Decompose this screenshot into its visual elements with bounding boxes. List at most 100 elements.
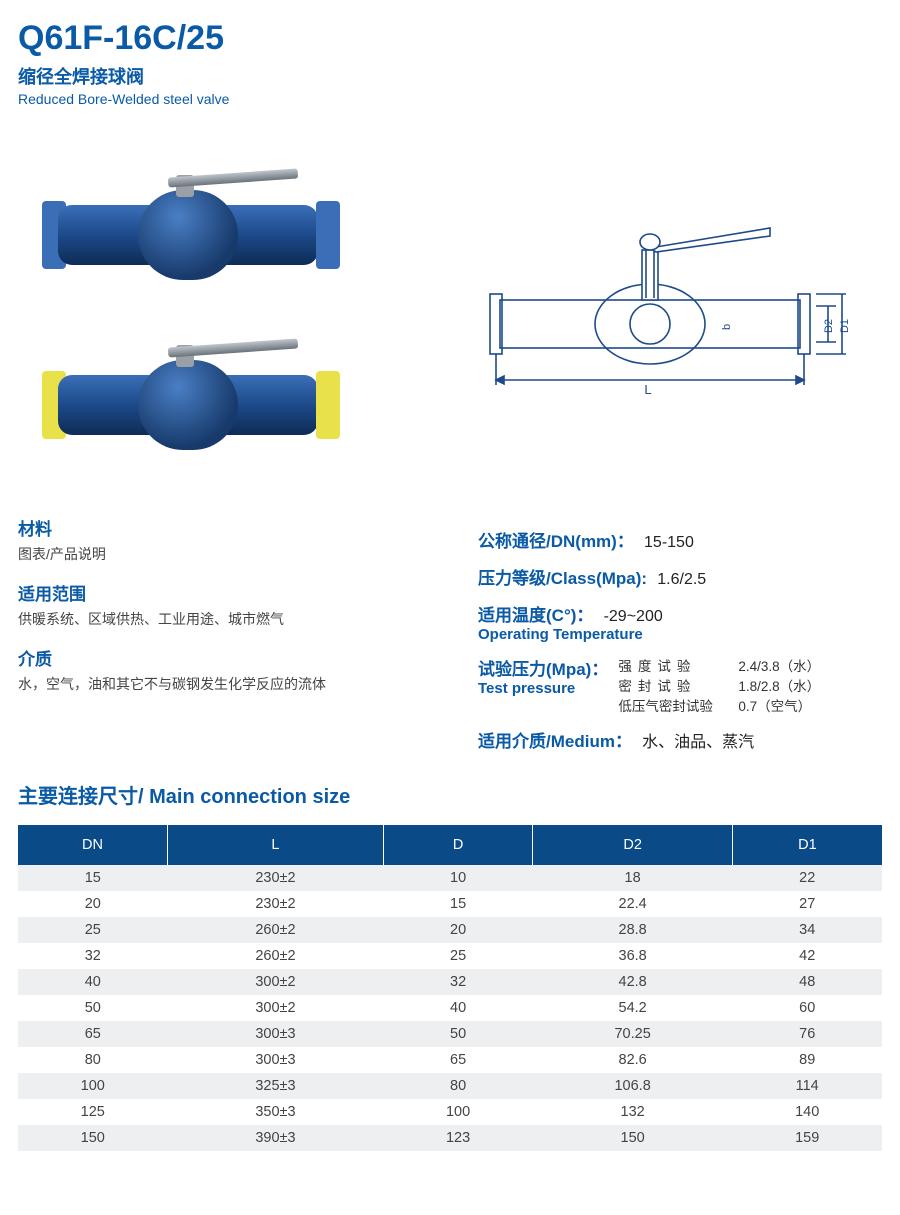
test-pressure-label: 试验压力(Mpa)： Test pressure <box>478 655 608 697</box>
specs-right: 公称通径/DN(mm)： 15-150 压力等级/Class(Mpa): 1.6… <box>478 515 882 752</box>
table-cell: 300±2 <box>168 969 384 995</box>
table-cell: 300±3 <box>168 1047 384 1073</box>
test-pressure-grid: 强度试验2.4/3.8（水）密封试验1.8/2.8（水）低压气密封试验0.7（空… <box>618 655 820 715</box>
table-row: 150390±3123150159 <box>18 1125 882 1151</box>
table-cell: 20 <box>18 891 168 917</box>
material-label: 材料 <box>18 515 448 540</box>
temp-value: -29~200 <box>604 608 663 625</box>
dn-line: 公称通径/DN(mm)： 15-150 <box>478 527 882 552</box>
table-cell: 42 <box>732 943 882 969</box>
temp-label-cn: 适用温度(C°)： <box>478 606 593 625</box>
test-row-value: 2.4/3.8（水） <box>738 655 820 675</box>
table-cell: 106.8 <box>533 1073 733 1099</box>
images-row: L D2 D1 b <box>18 135 882 475</box>
class-value: 1.6/2.5 <box>657 571 706 588</box>
medium-text: 水，空气，油和其它不与碳钢发生化学反应的流体 <box>18 674 448 694</box>
scope-text: 供暖系统、区域供热、工业用途、城市燃气 <box>18 609 448 629</box>
table-cell: 300±3 <box>168 1021 384 1047</box>
valve-lever <box>168 169 298 188</box>
table-cell: 159 <box>732 1125 882 1151</box>
table-cell: 40 <box>18 969 168 995</box>
table-cell: 48 <box>732 969 882 995</box>
table-cell: 350±3 <box>168 1099 384 1125</box>
diagram-label-D1: D1 <box>839 319 850 333</box>
table-header-cell: D2 <box>533 825 733 865</box>
table-row: 32260±22536.842 <box>18 943 882 969</box>
table-body: 15230±210182220230±21522.42725260±22028.… <box>18 865 882 1151</box>
connection-size-table: DNLDD2D1 15230±210182220230±21522.427252… <box>18 825 882 1151</box>
diagram-label-D2: D2 <box>823 319 835 333</box>
table-row: 20230±21522.427 <box>18 891 882 917</box>
table-cell: 150 <box>533 1125 733 1151</box>
table-cell: 60 <box>732 995 882 1021</box>
table-cell: 114 <box>732 1073 882 1099</box>
test-row: 密封试验1.8/2.8（水） <box>618 675 820 695</box>
technical-diagram: L D2 D1 b <box>438 135 882 475</box>
table-cell: 230±2 <box>168 865 384 891</box>
valve-photo-1 <box>18 135 398 285</box>
table-cell: 32 <box>383 969 533 995</box>
table-cell: 150 <box>18 1125 168 1151</box>
table-cell: 36.8 <box>533 943 733 969</box>
table-row: 25260±22028.834 <box>18 917 882 943</box>
table-cell: 80 <box>383 1073 533 1099</box>
table-cell: 65 <box>18 1021 168 1047</box>
table-header-cell: D <box>383 825 533 865</box>
table-cell: 42.8 <box>533 969 733 995</box>
dn-label: 公称通径/DN(mm)： <box>478 532 634 551</box>
test-label-en: Test pressure <box>478 680 608 697</box>
table-cell: 325±3 <box>168 1073 384 1099</box>
table-row: 100325±380106.8114 <box>18 1073 882 1099</box>
table-row: 125350±3100132140 <box>18 1099 882 1125</box>
table-cell: 260±2 <box>168 943 384 969</box>
valve-end-right <box>316 201 340 269</box>
table-cell: 27 <box>732 891 882 917</box>
table-cell: 15 <box>18 865 168 891</box>
table-cell: 54.2 <box>533 995 733 1021</box>
table-cell: 123 <box>383 1125 533 1151</box>
specs-row: 材料 图表/产品说明 适用范围 供暖系统、区域供热、工业用途、城市燃气 介质 水… <box>18 515 882 752</box>
table-cell: 76 <box>732 1021 882 1047</box>
table-cell: 65 <box>383 1047 533 1073</box>
table-row: 50300±24054.260 <box>18 995 882 1021</box>
table-head: DNLDD2D1 <box>18 825 882 865</box>
table-cell: 50 <box>383 1021 533 1047</box>
test-row-value: 0.7（空气） <box>738 695 811 715</box>
table-header-cell: D1 <box>732 825 882 865</box>
table-cell: 132 <box>533 1099 733 1125</box>
test-pressure-block: 试验压力(Mpa)： Test pressure 强度试验2.4/3.8（水）密… <box>478 655 882 715</box>
table-cell: 300±2 <box>168 995 384 1021</box>
table-cell: 125 <box>18 1099 168 1125</box>
class-line: 压力等级/Class(Mpa): 1.6/2.5 <box>478 564 882 589</box>
table-cell: 22.4 <box>533 891 733 917</box>
temp-line: 适用温度(C°)： -29~200 Operating Temperature <box>478 601 882 643</box>
test-row-label: 强度试验 <box>618 655 738 675</box>
table-cell: 80 <box>18 1047 168 1073</box>
product-code: Q61F-16C/25 <box>18 20 882 57</box>
test-row: 强度试验2.4/3.8（水） <box>618 655 820 675</box>
table-cell: 390±3 <box>168 1125 384 1151</box>
table-cell: 15 <box>383 891 533 917</box>
table-cell: 25 <box>383 943 533 969</box>
dn-value: 15-150 <box>644 534 694 551</box>
valve-bulge <box>138 190 238 280</box>
table-cell: 89 <box>732 1047 882 1073</box>
table-row: 15230±2101822 <box>18 865 882 891</box>
temp-label-en: Operating Temperature <box>478 626 882 643</box>
table-cell: 32 <box>18 943 168 969</box>
table-section-title: 主要连接尺寸/ Main connection size <box>18 780 882 809</box>
material-text: 图表/产品说明 <box>18 544 448 564</box>
table-cell: 28.8 <box>533 917 733 943</box>
table-cell: 70.25 <box>533 1021 733 1047</box>
table-cell: 230±2 <box>168 891 384 917</box>
medium2-value: 水、油品、蒸汽 <box>642 734 754 751</box>
table-cell: 25 <box>18 917 168 943</box>
table-header-cell: L <box>168 825 384 865</box>
medium-label: 介质 <box>18 645 448 670</box>
test-row-label: 密封试验 <box>618 675 738 695</box>
test-row-value: 1.8/2.8（水） <box>738 675 820 695</box>
table-cell: 18 <box>533 865 733 891</box>
valve-end-right <box>316 371 340 439</box>
valve-bulge <box>138 360 238 450</box>
test-row: 低压气密封试验0.7（空气） <box>618 695 820 715</box>
